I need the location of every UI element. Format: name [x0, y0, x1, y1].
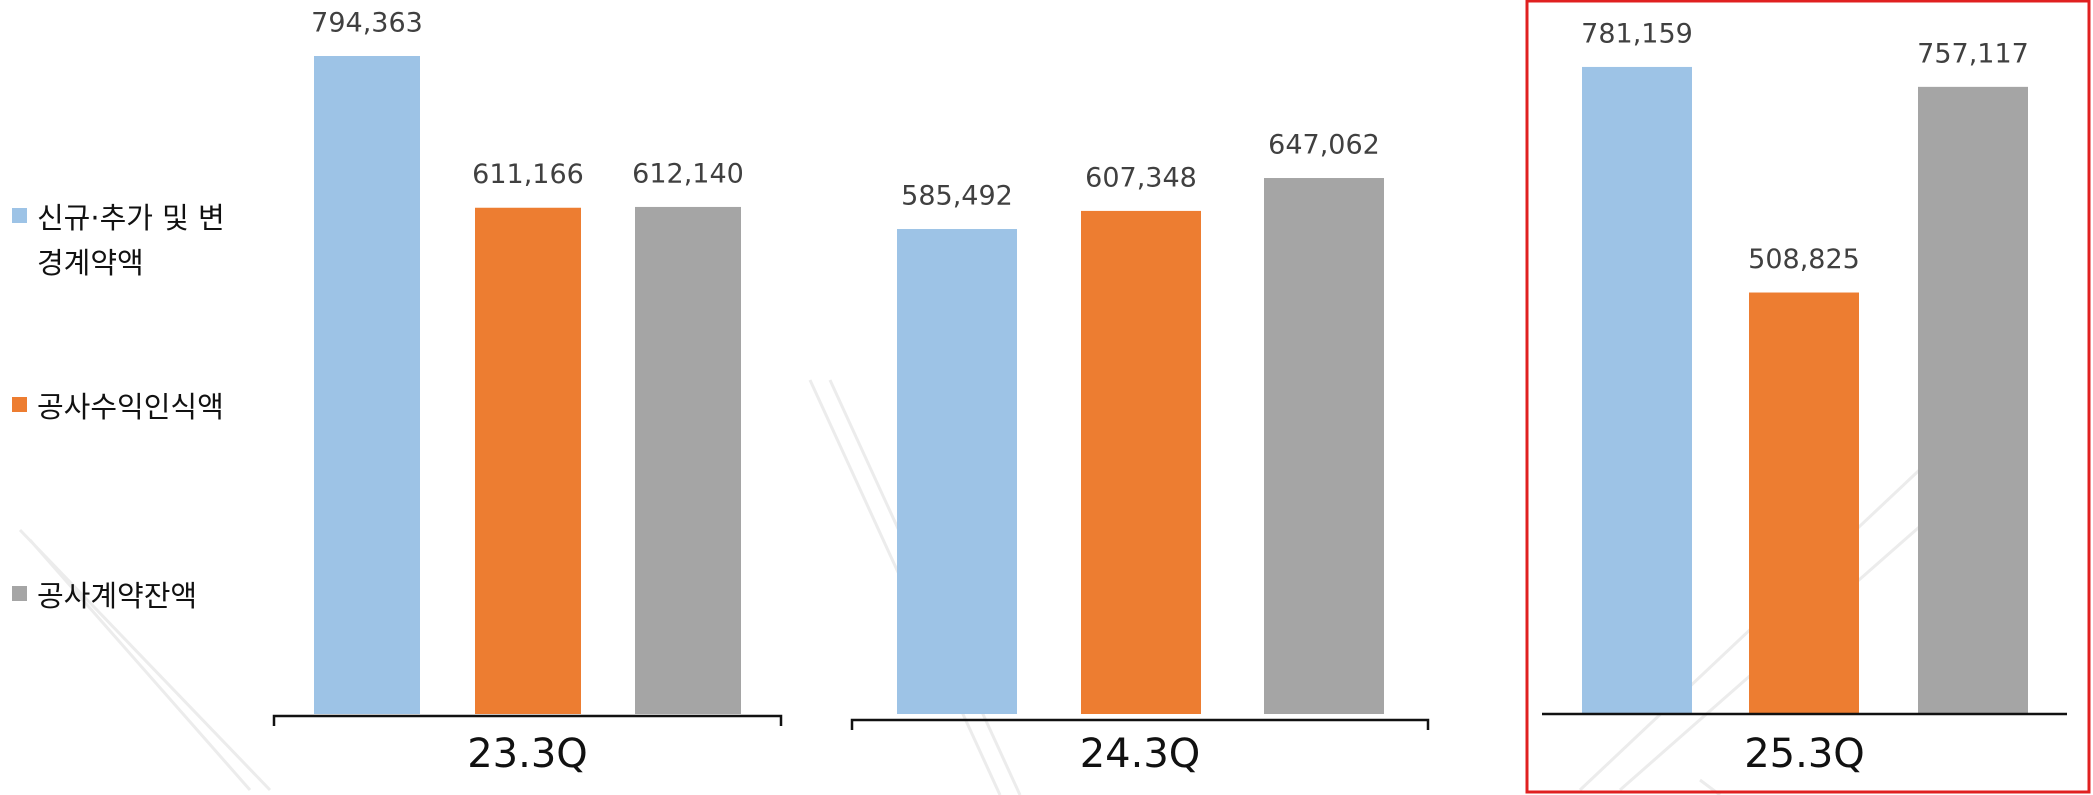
value-label: 611,166: [472, 159, 584, 190]
value-label: 794,363: [311, 8, 423, 39]
category-label: 24.3Q: [1080, 731, 1201, 777]
bar: [1918, 86, 2028, 714]
bar: [475, 207, 581, 715]
value-label: 781,159: [1581, 18, 1693, 49]
value-label: 612,140: [632, 158, 744, 189]
bar: [635, 206, 741, 714]
legend-item: 신규·추가 및 변경계약액: [12, 196, 237, 286]
bar: [1081, 210, 1201, 714]
legend-swatch: [12, 586, 27, 601]
bar: [314, 56, 420, 714]
category-label: 25.3Q: [1744, 731, 1865, 777]
legend-swatch: [12, 208, 27, 223]
legend-item: 공사계약잔액: [12, 574, 237, 619]
bar: [1264, 178, 1384, 714]
group-bracket: [272, 714, 783, 726]
highlight-box: [1525, 0, 2091, 794]
value-label: 757,117: [1917, 38, 2029, 69]
category-label: 23.3Q: [467, 731, 588, 777]
group-bracket: [850, 718, 1430, 730]
legend-swatch: [12, 397, 27, 412]
bar: [1582, 66, 1692, 714]
legend-label: 공사수익인식액: [37, 390, 224, 424]
value-label: 607,348: [1085, 162, 1197, 193]
bar: [1749, 292, 1859, 714]
value-label: 647,062: [1268, 130, 1380, 161]
bar: [897, 229, 1017, 714]
legend-label: 공사계약잔액: [37, 579, 198, 613]
legend-label: 신규·추가 및 변경계약액: [37, 201, 225, 280]
value-label: 585,492: [901, 181, 1013, 212]
legend-item: 공사수익인식액: [12, 385, 237, 430]
value-label: 508,825: [1748, 244, 1860, 275]
